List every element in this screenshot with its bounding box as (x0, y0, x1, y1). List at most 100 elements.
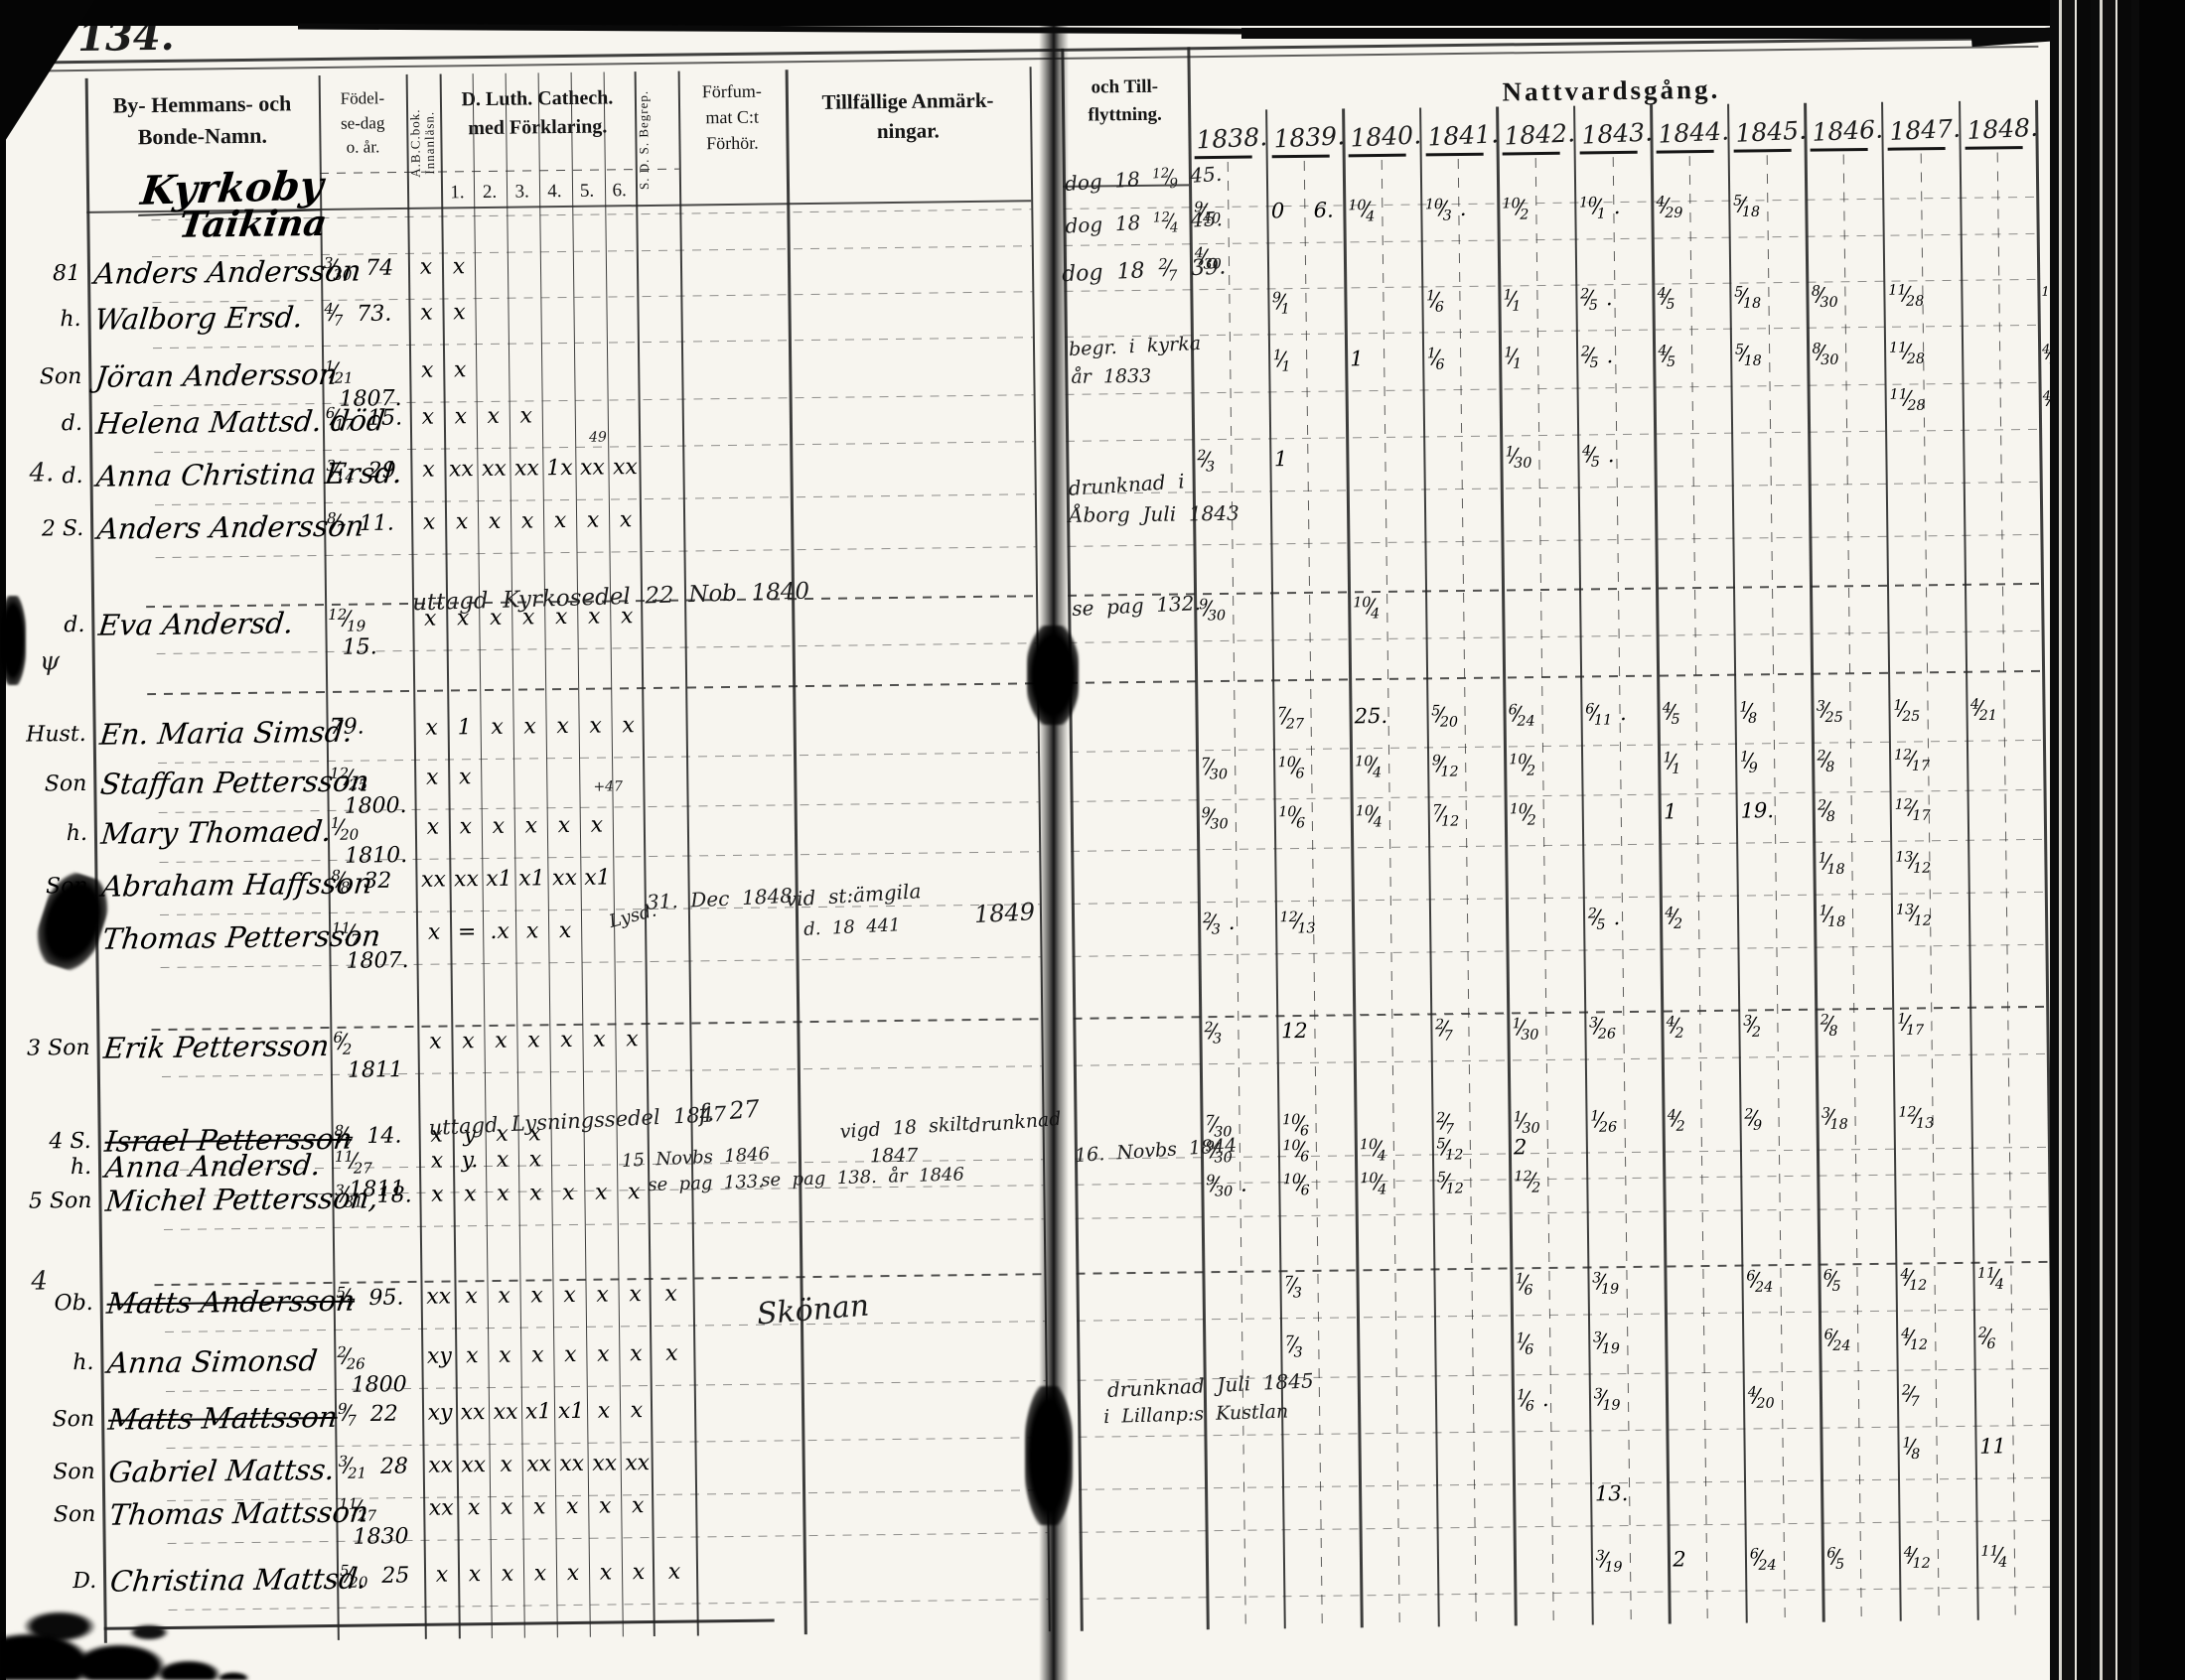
reading-mark: 1x (546, 455, 573, 482)
reading-mark: x (487, 403, 501, 429)
reading-mark: x (632, 1560, 646, 1586)
handwritten-annotation: 4. (29, 458, 55, 489)
reading-mark: xx (426, 1284, 452, 1310)
handwritten-annotation: +47 (593, 778, 624, 795)
communion-entry: 4⁄29 (1656, 194, 1683, 221)
grid-vline (1381, 159, 1400, 1627)
column-header-remarks-line1: Tillfällige Anmärk- (821, 87, 994, 114)
communion-entry: 7⁄30 (1201, 756, 1229, 783)
person-name: Anders Andersson (92, 253, 364, 291)
grid-hline (160, 956, 1041, 969)
communion-entry: 2⁄5. (1580, 344, 1614, 371)
birth-date: 3⁄30 74 (323, 253, 394, 284)
handwritten-annotation: i Lillanp:s Kustlan (1102, 1400, 1289, 1429)
column-header-birth-line2: se-dag (340, 112, 385, 133)
communion-entry: 2⁄7 (1901, 1382, 1920, 1410)
scan-smudge-bottom-left (0, 1537, 338, 1680)
year-label-underline (1502, 151, 1560, 156)
grid-hline (1076, 1308, 2050, 1322)
year-label-underline (1811, 147, 1869, 152)
communion-entry: 1⁄30 (1513, 1109, 1540, 1137)
communion-entry: 3⁄19 (1593, 1386, 1621, 1414)
grid-hline (154, 493, 1035, 506)
communion-entry: 5⁄18 (1734, 284, 1762, 312)
person-name: Erik Pettersson (101, 1028, 332, 1065)
communion-entry: 3⁄25 (1816, 698, 1843, 726)
row-margin-note: Son (53, 1501, 96, 1528)
grid-hline (159, 904, 1040, 916)
communion-entry: 2⁄5. (1587, 906, 1621, 933)
handwritten-annotation: uttagd Lysningssedel 1847 (428, 1101, 727, 1140)
communion-entry: 10⁄4 (1355, 754, 1383, 781)
reading-mark: x (533, 1561, 547, 1587)
year-label: 1848. (1966, 112, 2039, 145)
person-name: Anders Andersson (95, 508, 366, 546)
reading-mark: xy (427, 1400, 453, 1426)
reading-mark: x (421, 404, 435, 430)
communion-entry: 1⁄6 (1425, 288, 1444, 316)
handwritten-annotation: 1847 (869, 1144, 919, 1168)
birth-date: 8⁄7 11. (326, 508, 395, 539)
reading-mark: xx (460, 1400, 486, 1426)
communion-entry: 8⁄30 (1812, 341, 1839, 368)
column-header-migration-line1: och Till- (1091, 75, 1159, 98)
communion-entry: 1⁄1 (1504, 345, 1523, 372)
communion-entry: 10⁄4 (1355, 803, 1383, 831)
grid-hline (158, 752, 1039, 765)
column-header-forhor-line2: mat C:t (705, 106, 760, 128)
person-name: En. Maria Simsd. (97, 714, 355, 752)
communion-entry: 2⁄8 (1817, 748, 1835, 775)
birth-date: 5⁄7 95. (336, 1283, 404, 1314)
communion-entry: 11⁄28 (1888, 282, 1925, 310)
grid-hline (147, 682, 1038, 696)
reading-mark: x (422, 457, 435, 483)
reading-mark: x (467, 1495, 481, 1521)
reading-mark: x (452, 254, 466, 280)
grid-hline (155, 546, 1036, 559)
reading-mark: x (527, 1028, 540, 1053)
communion-entry: 1 (1663, 799, 1677, 824)
gutter-ink-blot (1025, 1386, 1073, 1525)
grid-hline (1073, 1052, 2047, 1066)
grid-hline (1069, 669, 2043, 684)
reading-mark: x (435, 1562, 449, 1588)
communion-entry: 6⁄24 (1823, 1327, 1851, 1354)
communion-entry: 1⁄8 (1739, 699, 1758, 727)
column-header-name-line1: By- Hemmans- och (112, 90, 292, 118)
reading-mark: xx (551, 865, 578, 892)
reading-mark: x (459, 814, 473, 840)
communion-entry: 7⁄3 (1283, 1274, 1302, 1302)
reading-mark: x (525, 918, 539, 944)
communion-entry: 1 (1350, 347, 1364, 371)
reading-mark: x (664, 1340, 678, 1366)
communion-entry: 2 (1513, 1135, 1528, 1160)
reading-mark: x (520, 508, 534, 534)
grid-hline (161, 1065, 1042, 1078)
communion-entry: 11⁄4 (1980, 1543, 2008, 1571)
communion-entry: 2⁄7 (1434, 1017, 1453, 1045)
communion-entry: 10⁄6 (1278, 804, 1306, 832)
year-label: 1843. (1580, 117, 1654, 150)
communion-entry: 10⁄1. (1578, 195, 1621, 222)
reading-mark: xx (559, 1451, 585, 1477)
communion-entry: 7⁄3 (1284, 1333, 1303, 1361)
grid-hline (1066, 428, 2040, 442)
communion-entry: 5⁄12 (1436, 1170, 1464, 1197)
communion-entry: 1⁄6 (1426, 346, 1445, 373)
reading-mark: xx (428, 1495, 454, 1521)
handwritten-annotation: se pag 132. (1071, 590, 1202, 622)
reading-mark: x (420, 300, 433, 326)
communion-entry: 12⁄13 (1898, 1104, 1935, 1132)
year-label: 1839. (1272, 121, 1346, 154)
communion-entry: 0 6. (1270, 198, 1334, 223)
grid-hline (1079, 1519, 2053, 1533)
row-margin-note: Son (52, 1406, 95, 1433)
communion-entry: 9⁄30 (1199, 597, 1227, 625)
communion-entry: 5⁄18 (1734, 342, 1762, 369)
reading-mark: x (500, 1452, 513, 1477)
communion-entry: 4⁄12 (1900, 1266, 1928, 1294)
row-margin-note: h. (60, 306, 81, 333)
communion-entry: 13⁄12 (1895, 849, 1932, 877)
reading-mark: x1 (584, 865, 611, 891)
